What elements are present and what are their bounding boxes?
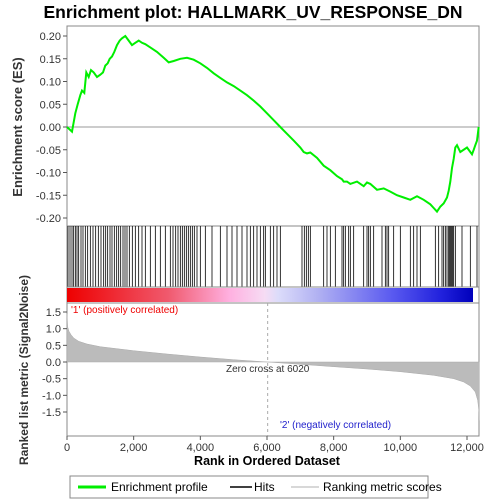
es-y-tick-label: -0.10 [36,168,61,180]
es-y-tick-label: 0.20 [40,31,61,43]
metric-panel: Zero cross at 6020 '1' (positively corre… [17,275,484,468]
x-tick-label: 10,000 [384,442,418,454]
x-axis-label: Rank in Ordered Dataset [194,454,341,468]
ranking-metric-area [66,313,480,421]
rank-colorbar [67,288,473,302]
es-plot-frame [66,25,480,227]
x-tick-label: 4,000 [187,442,215,454]
metric-y-axis-label: Ranked list metric (Signal2Noise) [17,275,31,465]
metric-y-tick-label: 1.5 [46,307,61,319]
enrichment-profile-line [66,34,480,214]
es-y-axis-label: Enrichment score (ES) [10,57,25,196]
metric-x-axis: 0 2,000 4,000 6,000 8,000 10,000 12,000 [64,436,484,454]
x-tick-label: 6,000 [253,442,281,454]
metric-y-tick-label: 0.0 [46,357,61,369]
legend-label-metric: Ranking metric scores [323,480,442,494]
x-tick-label: 0 [64,442,70,454]
metric-y-tick-label: -1.0 [42,390,61,402]
es-y-tick-label: 0.15 [40,54,61,66]
es-y-tick-label: -0.20 [36,213,61,225]
x-tick-label: 2,000 [120,442,148,454]
hits-panel [66,225,480,288]
legend: Enrichment profile Hits Ranking metric s… [69,475,442,499]
legend-label-enrichment: Enrichment profile [111,480,208,494]
chart-title: Enrichment plot: HALLMARK_UV_RESPONSE_DN [43,2,462,22]
es-y-tick-label: 0.10 [40,77,61,89]
es-y-tick-label: -0.15 [36,190,61,202]
positive-correlation-label: '1' (positively correlated) [71,305,178,316]
es-y-axis: 0.20 0.15 0.10 0.05 0.00 -0.05 -0.10 -0.15 -0.20 [36,31,67,225]
x-tick-label: 8,000 [320,442,348,454]
rank-colorbar-panel [66,286,480,304]
hit-markers [67,226,478,287]
metric-y-tick-label: 1.0 [46,324,61,336]
metric-y-axis: 1.5 1.0 0.5 0.0 -0.5 -1.0 -1.5 [42,307,67,419]
es-y-tick-label: 0.05 [40,99,61,111]
es-y-tick-label: -0.05 [36,145,61,157]
legend-label-hits: Hits [254,480,275,494]
es-y-tick-label: 0.00 [40,122,61,134]
negative-correlation-label: '2' (negatively correlated) [280,420,391,431]
metric-y-tick-label: -0.5 [42,374,61,386]
es-panel: 0.20 0.15 0.10 0.05 0.00 -0.05 -0.10 -0.15 -0.20… [10,25,480,227]
x-tick-label: 12,000 [450,442,484,454]
metric-y-tick-label: -1.5 [42,407,61,419]
zero-cross-label: Zero cross at 6020 [226,364,310,375]
metric-y-tick-label: 0.5 [46,340,61,352]
